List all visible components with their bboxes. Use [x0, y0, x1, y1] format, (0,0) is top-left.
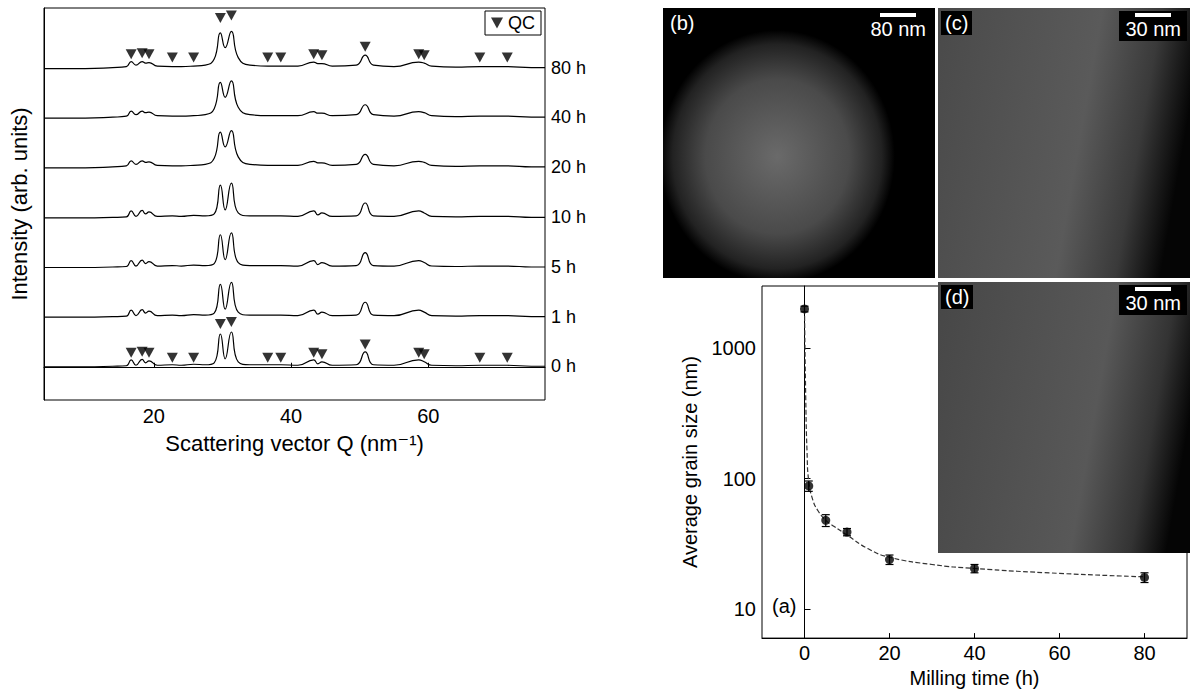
- svg-text:(a): (a): [772, 595, 796, 617]
- svg-text:60: 60: [1048, 642, 1070, 664]
- svg-text:40: 40: [280, 405, 302, 427]
- svg-text:1000: 1000: [712, 337, 757, 359]
- svg-text:10: 10: [734, 598, 756, 620]
- svg-text:5 h: 5 h: [551, 257, 576, 277]
- html-text:(c): (c): [945, 12, 969, 34]
- svg-text:80 h: 80 h: [551, 58, 586, 78]
- svg-text:20 h: 20 h: [551, 157, 586, 177]
- svg-text:Milling time (h): Milling time (h): [909, 667, 1039, 689]
- svg-text:20: 20: [143, 405, 165, 427]
- svg-text:0 h: 0 h: [551, 356, 576, 376]
- svg-text:Average grain size (nm): Average grain size (nm): [679, 356, 701, 568]
- svg-text:Scattering vector Q (nm⁻¹): Scattering vector Q (nm⁻¹): [165, 431, 424, 456]
- html-text:30 nm: 30 nm: [1125, 18, 1181, 40]
- svg-text:10 h: 10 h: [551, 207, 586, 227]
- svg-text:80: 80: [1133, 642, 1155, 664]
- svg-text:0: 0: [799, 642, 810, 664]
- html-text:80 nm: 80 nm: [870, 18, 926, 40]
- svg-text:40: 40: [963, 642, 985, 664]
- svg-text:Intensity (arb. units): Intensity (arb. units): [7, 107, 32, 300]
- html-text:(d): (d): [945, 286, 970, 308]
- svg-text:40 h: 40 h: [551, 107, 586, 127]
- svg-text:20: 20: [878, 642, 900, 664]
- svg-text:100: 100: [723, 468, 756, 490]
- svg-text:1 h: 1 h: [551, 307, 576, 327]
- svg-text:60: 60: [417, 405, 439, 427]
- html-text:(b): (b): [670, 12, 695, 34]
- html-text:30 nm: 30 nm: [1125, 292, 1181, 314]
- svg-text:QC: QC: [508, 13, 535, 33]
